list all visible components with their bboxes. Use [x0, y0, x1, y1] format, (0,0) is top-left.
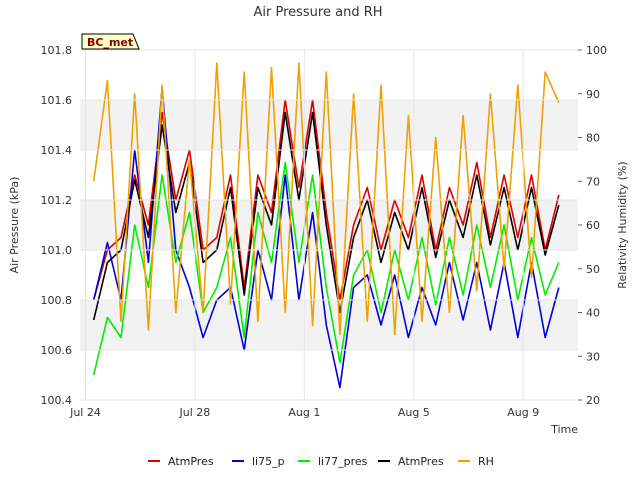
- series-line-0: [92, 99, 560, 301]
- y-right-tick-label: 30: [586, 350, 600, 363]
- y-right-axis-ticks: 20 30 40 50 60 70 80 90 100: [578, 44, 607, 407]
- bc-met-badge: BC_met: [81, 33, 140, 50]
- y-left-tick-label: 101.8: [41, 44, 73, 57]
- x-tick-label: Aug 5: [398, 406, 430, 419]
- series-line-4: [92, 62, 560, 336]
- y-left-axis-ticks: 100.4 100.6 100.8 101.0 101.2 101.4 101.6 101.8: [41, 44, 578, 407]
- y-right-tick-label: 50: [586, 263, 600, 276]
- y-right-tick-label: 20: [586, 394, 600, 407]
- background-band: [80, 300, 578, 350]
- y-left-tick-label: 101.2: [41, 194, 73, 207]
- y-left-tick-label: 100.4: [41, 394, 73, 407]
- y-right-tick-label: 80: [586, 132, 600, 145]
- x-tick-label: Aug 9: [507, 406, 539, 419]
- x-axis-ticks: Jul 24 Jul 28 Aug 1 Aug 5 Aug 9: [69, 50, 539, 419]
- x-tick-label: Aug 1: [288, 406, 320, 419]
- series-line-3: [92, 111, 560, 321]
- legend-label: RH: [478, 455, 494, 468]
- legend-label: AtmPres: [398, 455, 444, 468]
- x-tick-label: Jul 28: [179, 406, 211, 419]
- legend-label: li75_p: [252, 455, 285, 468]
- legend-label: AtmPres: [168, 455, 214, 468]
- series-layer: [92, 62, 560, 389]
- y-left-tick-label: 100.8: [41, 294, 73, 307]
- y-left-tick-label: 101.6: [41, 94, 73, 107]
- y-left-axis-title: Air Pressure (kPa): [8, 177, 21, 274]
- legend-label: li77_pres: [318, 455, 368, 468]
- y-left-tick-label: 100.6: [41, 344, 73, 357]
- chart-title: Air Pressure and RH: [253, 5, 382, 20]
- y-right-tick-label: 40: [586, 307, 600, 320]
- y-left-tick-label: 101.0: [41, 244, 73, 257]
- badge-label: BC_met: [87, 36, 133, 49]
- y-right-tick-label: 100: [586, 44, 607, 57]
- y-right-axis-title: Relativity Humidity (%): [616, 161, 629, 288]
- y-right-tick-label: 70: [586, 175, 600, 188]
- y-left-tick-label: 101.4: [41, 144, 73, 157]
- x-tick-label: Jul 24: [69, 406, 101, 419]
- y-right-tick-label: 60: [586, 219, 600, 232]
- x-axis-title: Time: [550, 423, 578, 436]
- y-right-tick-label: 90: [586, 88, 600, 101]
- legend: AtmPres li75_p li77_pres AtmPres RH: [148, 455, 494, 468]
- series-line-1: [92, 86, 560, 389]
